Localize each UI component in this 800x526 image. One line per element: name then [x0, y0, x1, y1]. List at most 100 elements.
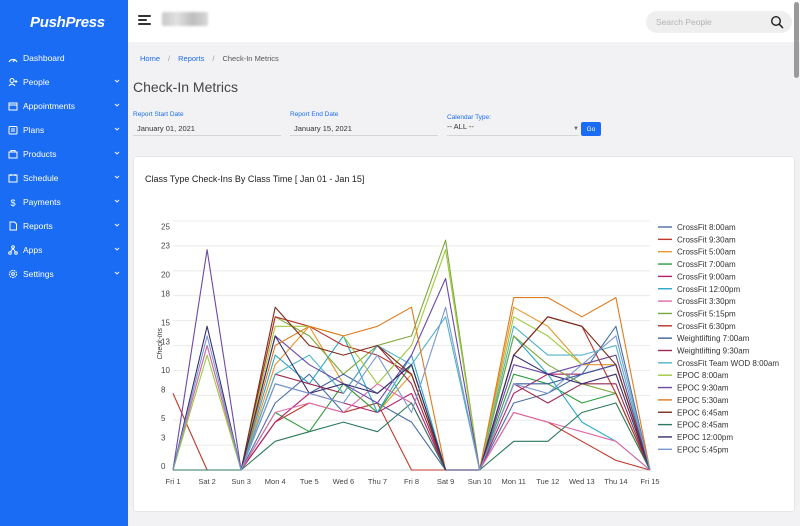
y-tick-label: 0	[161, 462, 166, 471]
svg-text:$: $	[11, 198, 16, 207]
series-line-0	[173, 325, 651, 471]
legend-item: EPOC 8:00am	[677, 371, 729, 380]
legend-item: CrossFit 3:30pm	[677, 297, 736, 306]
x-tick-label: Tue 12	[536, 477, 559, 486]
start-date-input[interactable]	[133, 122, 281, 136]
x-tick-label: Thu 14	[604, 477, 627, 486]
x-tick-label: Sun 3	[231, 477, 251, 486]
sidebar-item-plans[interactable]: Plans	[0, 118, 128, 142]
sidebar-item-label: Payments	[23, 197, 61, 207]
series-line-14	[173, 297, 651, 471]
chart-card: Class Type Check-Ins By Class Time [ Jan…	[133, 156, 795, 512]
pushpress-logo[interactable]: PushPress	[30, 14, 105, 31]
legend-item: CrossFit 9:00am	[677, 272, 736, 281]
page-title: Check-In Metrics	[133, 79, 239, 95]
end-date-label: Report End Date	[290, 111, 339, 118]
series-line-16	[173, 402, 651, 471]
y-tick-label: 18	[161, 290, 170, 299]
payments-icon: $	[8, 197, 18, 207]
settings-icon	[8, 269, 18, 279]
hamburger-menu-icon[interactable]	[138, 15, 151, 25]
gym-name-blurred	[162, 12, 208, 26]
sidebar-item-settings[interactable]: Settings	[0, 262, 128, 286]
breadcrumb: Home / Reports / Check-In Metrics	[140, 54, 279, 63]
breadcrumb-home[interactable]: Home	[140, 54, 161, 63]
sidebar-item-apps[interactable]: Apps	[0, 238, 128, 262]
x-tick-label: Sat 2	[198, 477, 216, 486]
topbar	[128, 0, 800, 42]
search-icon[interactable]	[770, 15, 784, 29]
schedule-icon	[8, 173, 18, 183]
series-line-15	[173, 306, 651, 471]
end-date-input[interactable]	[290, 122, 438, 136]
legend-item: EPOC 5:45pm	[677, 445, 729, 454]
breadcrumb-separator: /	[212, 54, 215, 63]
go-button[interactable]: Go	[581, 122, 601, 136]
x-tick-label: Tue 5	[300, 477, 319, 486]
sidebar-item-products[interactable]: Products	[0, 142, 128, 166]
search-bar	[646, 11, 792, 33]
x-tick-label: Mon 11	[501, 477, 525, 486]
appointments-icon	[8, 101, 18, 111]
x-tick-label: Sat 9	[437, 477, 455, 486]
breadcrumb-reports[interactable]: Reports	[178, 54, 205, 63]
start-date-label: Report Start Date	[133, 111, 184, 118]
sidebar-nav: Dashboard People Appointments Plans Products…	[0, 46, 128, 286]
page-scrollbar[interactable]	[794, 2, 799, 78]
calendar-type-select[interactable]: -- ALL -- ▼	[447, 122, 579, 136]
sidebar-item-appointments[interactable]: Appointments	[0, 94, 128, 118]
x-tick-label: Fri 1	[166, 477, 181, 486]
breadcrumb-current: Check-In Metrics	[222, 54, 279, 63]
x-tick-label: Wed 6	[333, 477, 355, 486]
x-tick-label: Fri 8	[404, 477, 419, 486]
y-tick-label: 13	[161, 338, 170, 347]
legend-item: CrossFit 9:30am	[677, 235, 736, 244]
y-tick-label: 25	[161, 223, 170, 232]
x-tick-label: Wed 13	[569, 477, 595, 486]
sidebar-item-label: Settings	[23, 269, 54, 279]
sidebar-item-reports[interactable]: Reports	[0, 214, 128, 238]
legend-item: Weightlifting 7:00am	[677, 334, 750, 343]
y-tick-label: 10	[161, 366, 170, 375]
sidebar-item-schedule[interactable]: Schedule	[0, 166, 128, 190]
y-tick-label: 20	[161, 270, 170, 279]
legend-item: CrossFit 5:15pm	[677, 309, 736, 318]
reports-icon	[8, 221, 18, 231]
y-tick-label: 15	[161, 318, 170, 327]
sidebar-item-label: Plans	[23, 125, 45, 135]
x-tick-label: Sun 10	[468, 477, 492, 486]
series-line-12	[172, 249, 651, 471]
legend-item: CrossFit 5:00am	[677, 248, 736, 257]
sidebar-item-people[interactable]: People	[0, 70, 128, 94]
search-input[interactable]	[656, 15, 766, 29]
chart-title: Class Type Check-Ins By Class Time [ Jan…	[145, 174, 365, 184]
series-line-17	[172, 325, 651, 471]
sidebar-item-label: Appointments	[23, 101, 75, 111]
people-icon	[8, 77, 18, 87]
series-line-18	[172, 306, 651, 471]
line-chart: 25 23 20 18 15 13 10 8 5 3 0 Check-Ins Fri 1 Sat 2 Sun…	[157, 220, 779, 486]
select-caret-icon: ▼	[573, 126, 579, 132]
sidebar-item-label: People	[23, 77, 50, 87]
x-tick-label: Thu 7	[368, 477, 387, 486]
y-tick-label: 23	[161, 242, 170, 251]
legend-item: EPOC 6:45am	[677, 408, 729, 417]
sidebar-item-dashboard[interactable]: Dashboard	[0, 46, 128, 70]
sidebar-item-label: Products	[23, 149, 57, 159]
legend-item: EPOC 5:30am	[677, 396, 729, 405]
legend-item: EPOC 9:30am	[677, 384, 729, 393]
x-tick-label: Fri 15	[640, 477, 659, 486]
legend-item: EPOC 12:00pm	[677, 433, 733, 442]
calendar-type-value: -- ALL --	[447, 122, 474, 131]
legend-item: Weightlifting 9:30am	[677, 347, 750, 356]
legend-item: CrossFit Team WOD 8:00am	[677, 359, 779, 368]
legend-item: CrossFit 8:00am	[677, 223, 736, 232]
x-tick-label: Mon 4	[265, 477, 286, 486]
series-line-13	[172, 249, 651, 471]
legend-item: CrossFit 7:00am	[677, 260, 736, 269]
y-tick-label: 8	[161, 385, 166, 394]
breadcrumb-separator: /	[168, 54, 171, 63]
sidebar-item-payments[interactable]: $ Payments	[0, 190, 128, 214]
sidebar-item-label: Dashboard	[23, 53, 65, 63]
y-axis-label: Check-Ins	[157, 327, 164, 359]
